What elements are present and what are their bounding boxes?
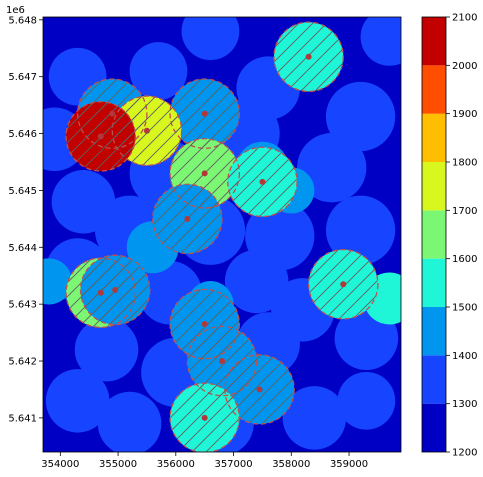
plot-area	[43, 17, 401, 452]
value-disk	[337, 371, 396, 430]
colorbar-band	[422, 210, 446, 259]
colorbar-band	[422, 162, 446, 211]
well-point	[184, 215, 191, 222]
value-disk	[129, 42, 188, 100]
value-disk	[48, 17, 95, 49]
colorbar-tick-label: 1400	[452, 351, 477, 362]
well-layer	[65, 21, 379, 452]
plot-frame	[42, 16, 402, 453]
value-disk	[45, 369, 110, 433]
y-tick-label: 5.643	[8, 300, 37, 311]
y-tick-label: 5.645	[8, 186, 37, 197]
value-disk	[325, 195, 396, 265]
well-point	[97, 133, 104, 140]
y-tick-label: 5.642	[8, 357, 37, 368]
well-point	[201, 110, 208, 117]
well-point	[340, 281, 347, 288]
colorbar-tick-label: 1200	[452, 448, 477, 459]
y-tick-label: 5.646	[8, 129, 37, 140]
y-offset-label: 1e6	[6, 5, 25, 16]
well-point	[143, 127, 150, 134]
colorbar-band	[422, 307, 446, 356]
x-tick-label: 357000	[214, 459, 252, 470]
x-tick-label: 356000	[157, 459, 195, 470]
well-point	[109, 110, 116, 117]
well-point	[97, 289, 104, 296]
colorbar-band	[422, 403, 446, 452]
value-disk	[74, 317, 139, 382]
value-disk	[360, 17, 401, 66]
colorbar-tick-label: 2000	[452, 61, 477, 72]
y-tick-label: 5.644	[8, 243, 37, 254]
x-tick-label: 355000	[99, 459, 137, 470]
colorbar-band	[422, 65, 446, 114]
colorbar-tick-label: 1300	[452, 399, 477, 410]
well-point	[112, 286, 119, 293]
colorbar-tick-label: 1500	[452, 303, 477, 314]
x-tick-label: 358000	[272, 459, 310, 470]
value-disk	[297, 133, 367, 203]
colorbar: 1200 1300 1400 1500 1600 1700 1800 1900 2000 2100	[422, 13, 477, 459]
colorbar-tick-label: 1900	[452, 109, 477, 120]
colorbar-tick-label: 1800	[452, 158, 477, 169]
well-point	[201, 170, 208, 177]
value-disk	[282, 386, 347, 450]
colorbar-tick-label: 1700	[452, 206, 477, 217]
well-point	[259, 178, 266, 185]
colorbar-tick-label: 2100	[452, 13, 477, 24]
y-tick-label: 5.648	[8, 15, 37, 26]
colorbar-band	[422, 17, 446, 66]
well-point	[305, 53, 312, 60]
y-tick-label: 5.647	[8, 72, 37, 83]
well-point	[256, 386, 263, 393]
x-axis: 354000 355000 356000 357000 358000 359000	[41, 452, 368, 470]
value-disk	[43, 258, 72, 305]
well-point	[201, 414, 208, 421]
value-disk	[181, 17, 240, 61]
value-disk	[97, 391, 162, 452]
value-disk	[224, 249, 289, 314]
well-point	[201, 321, 208, 328]
colorbar-band	[422, 113, 446, 162]
colorbar-frame	[421, 16, 447, 453]
value-disk	[325, 81, 396, 152]
colorbar-band	[422, 355, 446, 404]
colorbar-band	[422, 258, 446, 307]
y-tick-label: 5.641	[8, 413, 37, 424]
x-tick-label: 354000	[41, 459, 79, 470]
x-tick-label: 359000	[330, 459, 368, 470]
colorbar-tick-label: 1600	[452, 254, 477, 265]
y-axis: 5.641 5.642 5.643 5.644 5.645 5.646 5.647 5.648	[8, 15, 43, 424]
well-point	[219, 358, 225, 365]
